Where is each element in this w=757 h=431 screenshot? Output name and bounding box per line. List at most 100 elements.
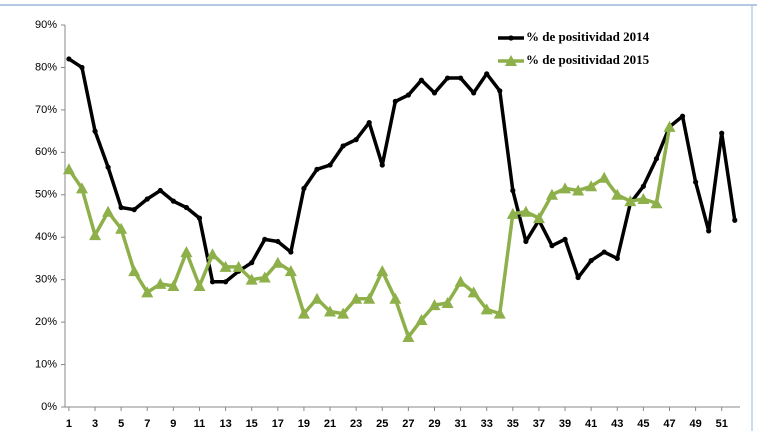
point bbox=[66, 56, 72, 62]
point bbox=[170, 198, 176, 204]
y-tick-label: 0% bbox=[41, 401, 57, 413]
x-tick-label: 33 bbox=[481, 418, 493, 430]
point bbox=[493, 307, 506, 319]
point bbox=[467, 286, 480, 298]
point bbox=[601, 249, 607, 255]
point bbox=[206, 248, 219, 260]
x-tick-label: 29 bbox=[428, 418, 440, 430]
point bbox=[363, 292, 376, 304]
point bbox=[157, 187, 163, 194]
point bbox=[457, 75, 464, 81]
point bbox=[301, 185, 307, 192]
series-line bbox=[67, 126, 672, 339]
point bbox=[89, 229, 102, 241]
point bbox=[144, 196, 150, 202]
point bbox=[366, 120, 372, 126]
point bbox=[637, 193, 650, 205]
point bbox=[585, 180, 598, 192]
point bbox=[562, 236, 568, 242]
point bbox=[79, 64, 85, 71]
point bbox=[180, 246, 193, 258]
legend-label: % de positividad 2014 bbox=[526, 29, 650, 44]
x-tick-label: 13 bbox=[219, 418, 231, 430]
y-tick-label: 80% bbox=[35, 61, 57, 73]
point bbox=[545, 188, 558, 200]
point bbox=[271, 256, 284, 268]
x-tick-label: 23 bbox=[350, 418, 362, 430]
point bbox=[428, 299, 441, 311]
y-tick-label: 70% bbox=[35, 104, 57, 116]
point bbox=[353, 137, 359, 143]
point bbox=[650, 197, 663, 209]
point bbox=[105, 164, 111, 170]
point bbox=[141, 286, 154, 298]
x-tick-label: 39 bbox=[559, 418, 571, 430]
point bbox=[258, 271, 271, 283]
x-tick-label: 1 bbox=[66, 418, 72, 430]
point bbox=[497, 88, 503, 94]
point bbox=[128, 265, 141, 277]
point bbox=[532, 212, 545, 224]
point bbox=[219, 260, 232, 272]
x-tick-label: 19 bbox=[298, 418, 310, 430]
point bbox=[480, 303, 493, 315]
point bbox=[154, 277, 167, 289]
point bbox=[232, 260, 245, 272]
y-tick-label: 90% bbox=[35, 19, 57, 31]
point bbox=[598, 171, 611, 183]
point bbox=[288, 249, 294, 255]
point bbox=[506, 207, 519, 219]
point bbox=[102, 205, 115, 217]
point bbox=[337, 307, 350, 319]
point bbox=[350, 292, 363, 304]
x-tick-label: 7 bbox=[144, 418, 150, 430]
x-tick-label: 47 bbox=[663, 418, 675, 430]
y-tick-label: 10% bbox=[35, 358, 57, 370]
point bbox=[389, 292, 402, 304]
point bbox=[575, 274, 581, 281]
point bbox=[310, 292, 323, 304]
x-tick-label: 9 bbox=[170, 418, 176, 430]
point bbox=[653, 156, 660, 162]
y-tick-label: 20% bbox=[35, 316, 57, 328]
point bbox=[549, 243, 555, 249]
point bbox=[75, 182, 88, 194]
x-tick-label: 27 bbox=[402, 418, 414, 430]
point bbox=[471, 90, 477, 96]
point bbox=[510, 187, 516, 194]
point bbox=[379, 162, 385, 168]
point bbox=[222, 279, 229, 285]
point bbox=[249, 260, 255, 266]
point bbox=[559, 182, 572, 194]
x-tick-label: 51 bbox=[716, 418, 728, 430]
x-tick-label: 49 bbox=[689, 418, 701, 430]
point bbox=[193, 280, 206, 292]
point bbox=[444, 75, 451, 81]
point bbox=[402, 330, 415, 342]
point bbox=[115, 222, 128, 234]
x-tick-label: 35 bbox=[507, 418, 519, 430]
x-tick-label: 5 bbox=[118, 418, 124, 430]
legend-marker bbox=[508, 35, 514, 41]
y-tick-label: 60% bbox=[35, 146, 57, 158]
x-tick-label: 17 bbox=[272, 418, 284, 430]
legend-label: % de positividad 2015 bbox=[526, 52, 650, 67]
point bbox=[297, 307, 310, 319]
x-tick-label: 11 bbox=[194, 418, 206, 430]
x-tick-label: 43 bbox=[611, 418, 623, 430]
point bbox=[405, 92, 411, 98]
point bbox=[376, 265, 389, 277]
x-tick-label: 3 bbox=[92, 418, 98, 430]
point bbox=[167, 280, 180, 292]
point bbox=[663, 120, 676, 132]
point bbox=[418, 77, 425, 83]
x-tick-label: 25 bbox=[376, 418, 388, 430]
point bbox=[415, 313, 428, 325]
point bbox=[62, 163, 75, 175]
point bbox=[693, 179, 699, 185]
point bbox=[484, 71, 490, 77]
point bbox=[209, 279, 216, 285]
point bbox=[523, 238, 529, 245]
point bbox=[679, 113, 686, 119]
